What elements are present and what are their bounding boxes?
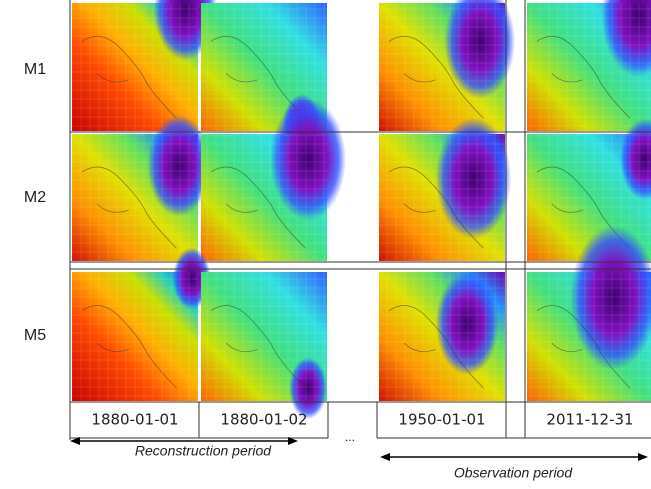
date-label: 1950-01-01 — [398, 411, 485, 429]
row-label: M2 — [24, 189, 46, 206]
map-image — [201, 272, 327, 420]
period-label: Observation period — [454, 465, 574, 481]
map-image — [379, 272, 505, 401]
period-label: Reconstruction period — [135, 443, 272, 459]
map-grid — [72, 0, 651, 420]
map-image — [72, 114, 211, 261]
reconstruction-arrow — [70, 437, 298, 445]
table-lines — [69, 0, 651, 440]
map-image — [72, 247, 211, 401]
map-image — [527, 0, 651, 131]
date-label: 2011-12-31 — [546, 411, 633, 429]
map-image — [201, 3, 327, 156]
observation-arrow — [380, 453, 648, 461]
map-image — [72, 0, 217, 131]
date-label: 1880-01-01 — [91, 411, 178, 429]
row-label: M5 — [24, 327, 46, 344]
date-label: 1880-01-02 — [220, 411, 307, 429]
map-image — [379, 117, 512, 261]
map-image — [201, 98, 346, 261]
row-label: M1 — [24, 61, 46, 78]
map-image — [379, 0, 516, 131]
ellipsis: ... — [345, 430, 355, 444]
